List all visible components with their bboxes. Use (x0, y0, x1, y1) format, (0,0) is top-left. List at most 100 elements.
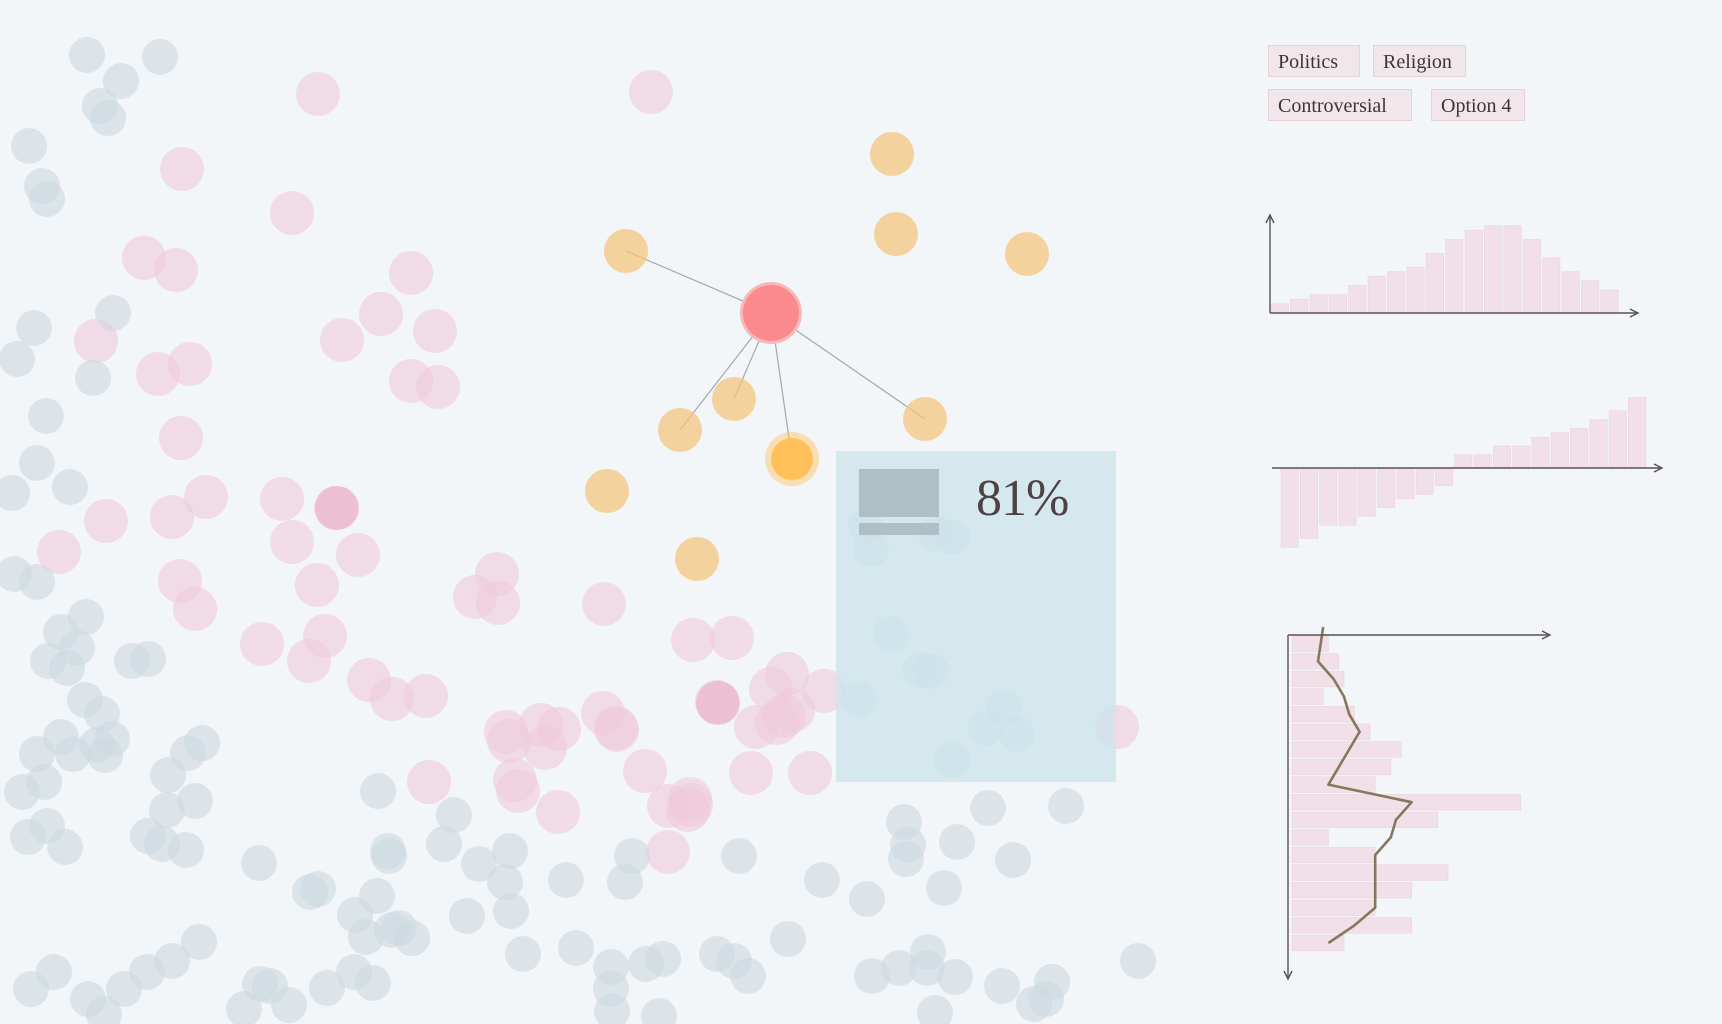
slate-bubble (910, 934, 946, 970)
diverging-bar (1628, 397, 1646, 469)
diverging-bar (1299, 467, 1318, 539)
slate-bubble (150, 757, 186, 793)
pink-bubble (523, 726, 567, 770)
slate-bubble (1016, 986, 1052, 1022)
tag-politics[interactable]: Politics (1268, 45, 1360, 77)
diverging-axis-arrow (1653, 463, 1664, 473)
pink-bubble (404, 674, 448, 718)
selected-node (771, 438, 813, 480)
slate-bubble (449, 898, 485, 934)
horizontal-bar (1291, 653, 1340, 670)
network-node (903, 397, 947, 441)
pink-bubble (623, 749, 667, 793)
pink-bubble (150, 495, 194, 539)
pink-bubble (296, 72, 340, 116)
slate-bubble (271, 987, 307, 1023)
pink-bubble (416, 365, 460, 409)
slate-bubble (19, 736, 55, 772)
slate-bubble (359, 878, 395, 914)
pink-bubble (154, 248, 198, 292)
slate-bubble (607, 864, 643, 900)
diverging-bar (1608, 410, 1627, 469)
network-edge (770, 312, 926, 420)
diverging-bar (1512, 445, 1531, 469)
pink-bubble (336, 533, 380, 577)
hbar-y-arrow (1283, 970, 1293, 981)
slate-bubble (13, 971, 49, 1007)
pink-bubble (260, 477, 304, 521)
slate-bubble (492, 833, 528, 869)
diverging-bar (1531, 436, 1550, 469)
slate-bubble (28, 398, 64, 434)
pink-bubble (270, 191, 314, 235)
slate-bubble (103, 63, 139, 99)
diverging-bar (1570, 428, 1589, 469)
horizontal-bar (1291, 811, 1438, 828)
pink-bubble (487, 719, 531, 763)
histogram-bar (1406, 266, 1425, 314)
histogram-bar (1503, 225, 1522, 314)
horizontal-bar-line-chart (1283, 626, 1552, 981)
pink-bubble (184, 475, 228, 519)
histogram-bar (1600, 289, 1619, 314)
trend-line (1316, 626, 1413, 945)
diverging-bar (1454, 454, 1473, 469)
slate-bubble (94, 721, 130, 757)
pink-bubble (407, 760, 451, 804)
diverging-bar (1435, 467, 1453, 486)
horizontal-bar (1291, 899, 1376, 916)
slate-bubble (939, 824, 975, 860)
slate-bubble (309, 970, 345, 1006)
slate-bubble (890, 827, 926, 863)
slate-bubble (849, 881, 885, 917)
diverging-bar (1473, 454, 1492, 469)
stacked-block-icon (859, 469, 939, 535)
slate-bubble (69, 37, 105, 73)
slate-bubble (300, 871, 336, 907)
slate-bubble (11, 128, 47, 164)
slate-bubble (804, 862, 840, 898)
slate-bubble (641, 998, 677, 1024)
slate-bubble (984, 968, 1020, 1004)
horizontal-bar (1291, 917, 1412, 934)
pink-bubble (629, 70, 673, 114)
tag-religion[interactable]: Religion (1373, 45, 1466, 77)
histogram-bar (1581, 280, 1600, 314)
pink-bubble (710, 616, 754, 660)
pink-bubble (496, 769, 540, 813)
horizontal-bar (1291, 706, 1355, 723)
diverging-bar (1357, 467, 1376, 517)
pink-bubble (729, 751, 773, 795)
network-node (1005, 232, 1049, 276)
diverging-bar (1377, 467, 1396, 508)
slate-bubble (181, 924, 217, 960)
histogram-bar (1425, 252, 1444, 314)
histogram-bar (1484, 225, 1503, 314)
pink-bubble-highlight (696, 681, 740, 725)
pink-bubble (536, 790, 580, 834)
pink-bubble (287, 639, 331, 683)
slate-bubble (29, 808, 65, 844)
diverging-bar (1589, 419, 1608, 469)
slate-bubble (49, 650, 85, 686)
pink-bubble (802, 669, 846, 713)
slate-bubble (0, 475, 30, 511)
pink-bubble (320, 318, 364, 362)
tag-option-4[interactable]: Option 4 (1431, 89, 1525, 121)
slate-bubble (881, 950, 917, 986)
slate-bubble (854, 958, 890, 994)
slate-bubble (19, 564, 55, 600)
histogram-bar (1561, 271, 1580, 314)
network-node (585, 469, 629, 513)
slate-bubble (241, 845, 277, 881)
histogram-bar (1348, 285, 1367, 314)
slate-bubble (558, 930, 594, 966)
horizontal-bar (1291, 829, 1329, 846)
pink-bubble (666, 788, 710, 832)
pink-bubble (788, 751, 832, 795)
diverging-bar (1415, 467, 1434, 495)
horizontal-bar (1291, 882, 1412, 899)
slate-bubble (1048, 788, 1084, 824)
histogram-chart (1265, 213, 1640, 318)
tag-controversial[interactable]: Controversial (1268, 89, 1412, 121)
